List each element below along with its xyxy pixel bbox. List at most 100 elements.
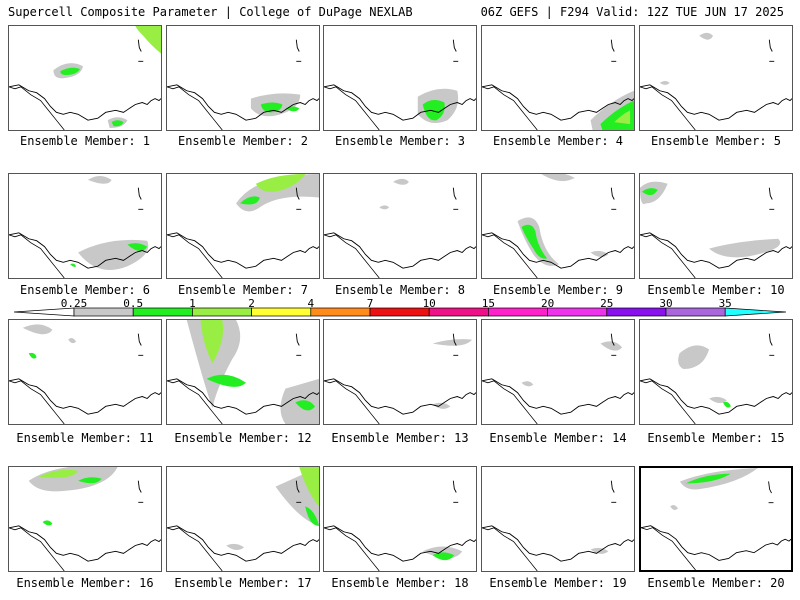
scp-contour-fill — [127, 243, 148, 252]
scp-contour-fill — [393, 178, 409, 185]
country-border — [167, 234, 223, 278]
scp-contour-fill — [78, 477, 102, 484]
ensemble-panel-map — [167, 467, 319, 571]
scp-contour-fill — [78, 239, 149, 270]
ensemble-panel-16[interactable] — [8, 466, 162, 572]
scp-contour-fill — [22, 324, 53, 335]
ensemble-panel-20[interactable] — [639, 466, 793, 572]
scp-contour-fill — [432, 552, 455, 561]
lake-outline — [768, 333, 775, 356]
scp-contour-fill — [699, 32, 714, 40]
country-border — [482, 86, 538, 130]
coastline — [167, 84, 319, 121]
scp-contour-fill — [42, 520, 53, 526]
ensemble-panel-6[interactable] — [8, 173, 162, 279]
scp-contour-fill — [521, 381, 534, 387]
ensemble-panel-map — [482, 174, 634, 278]
scp-contour-fill — [240, 196, 260, 205]
ensemble-panel-8[interactable] — [323, 173, 477, 279]
ensemble-panel-18[interactable] — [323, 466, 477, 572]
scp-contour-fill — [709, 238, 781, 258]
ensemble-panel-15[interactable] — [639, 319, 793, 425]
colorbar-segment — [192, 307, 252, 317]
scp-contour-fill — [68, 338, 77, 344]
ensemble-panel-9[interactable] — [481, 173, 635, 279]
scp-contour-fill — [517, 217, 559, 266]
country-border — [482, 527, 538, 571]
lake-outline — [768, 187, 775, 210]
ensemble-panel-10[interactable] — [639, 173, 793, 279]
ensemble-panel-map — [324, 39, 476, 130]
ensemble-panel-2[interactable] — [166, 25, 320, 131]
ensemble-panel-1[interactable] — [8, 25, 162, 131]
coastline — [482, 84, 634, 121]
ensemble-panel-14[interactable] — [481, 319, 635, 425]
scp-contour-fill — [70, 263, 77, 267]
lake-outline — [452, 480, 459, 503]
colorbar-tick-label: 1 — [189, 297, 196, 310]
ensemble-member-label: Ensemble Member: 12 — [174, 431, 312, 445]
scp-contour-fill — [186, 320, 241, 409]
ensemble-panel-12[interactable] — [166, 319, 320, 425]
country-border — [324, 380, 380, 424]
ensemble-member-label: Ensemble Member: 19 — [489, 576, 627, 590]
scp-contour-fill — [226, 543, 244, 550]
colorbar-segment — [428, 307, 489, 317]
scp-contour-fill — [200, 320, 224, 364]
coastline — [324, 232, 476, 269]
colorbar-segment — [724, 307, 787, 317]
ensemble-panel-17[interactable] — [166, 466, 320, 572]
ensemble-panel-5[interactable] — [639, 25, 793, 131]
lake-outline — [610, 39, 617, 62]
lake-outline — [768, 39, 775, 62]
coastline — [167, 525, 319, 562]
ensemble-panel-map — [324, 333, 476, 424]
coastline — [640, 84, 792, 121]
ensemble-member-label: Ensemble Member: 5 — [650, 134, 782, 148]
ensemble-panel-7[interactable] — [166, 173, 320, 279]
ensemble-panel-19[interactable] — [481, 466, 635, 572]
colorbar-tick-label: 7 — [366, 297, 374, 310]
country-border — [640, 234, 696, 278]
ensemble-panel-map — [9, 26, 161, 130]
colorbar-segment — [488, 307, 548, 317]
lake-outline — [768, 481, 774, 504]
scp-contour-fill — [678, 345, 710, 370]
country-border — [9, 86, 65, 130]
ensemble-panel-13[interactable] — [323, 319, 477, 425]
scp-contour-fill — [38, 469, 79, 478]
ensemble-panel-4[interactable] — [481, 25, 635, 131]
country-border — [482, 234, 538, 278]
colorbar-tick-label: 20 — [540, 297, 555, 310]
scp-contour-fill — [111, 120, 124, 127]
coastline — [482, 232, 634, 269]
lake-outline — [295, 480, 302, 503]
country-border — [640, 380, 696, 424]
coastline — [9, 232, 161, 269]
scp-contour-fill — [206, 374, 246, 387]
lake-outline — [452, 39, 459, 62]
coastline — [9, 378, 161, 415]
country-border — [167, 527, 223, 571]
ensemble-panel-11[interactable] — [8, 319, 162, 425]
scp-contour-fill — [541, 174, 575, 182]
scp-contour-fill — [60, 67, 81, 76]
ensemble-panel-map — [324, 178, 476, 278]
ensemble-panel-map — [482, 39, 634, 130]
ensemble-panel-map — [640, 181, 792, 278]
lake-outline — [295, 187, 302, 210]
model-run-info: 06Z GEFS | F294 Valid: 12Z TUE JUN 17 20… — [480, 5, 784, 19]
colorbar-tick-label: 0.25 — [60, 297, 88, 310]
country-border — [324, 527, 380, 571]
scp-contour-fill — [432, 339, 473, 346]
ensemble-panel-3[interactable] — [323, 25, 477, 131]
lake-outline — [137, 187, 144, 210]
colorbar-segment — [310, 307, 371, 317]
coastline — [482, 378, 634, 415]
ensemble-panel-map — [167, 174, 319, 278]
colorbar-tick-label: 2 — [248, 297, 255, 310]
ensemble-panel-map — [482, 480, 634, 571]
colorbar-tick-label: 35 — [718, 297, 732, 310]
lake-outline — [295, 333, 302, 356]
scp-contour-fill — [659, 80, 670, 85]
